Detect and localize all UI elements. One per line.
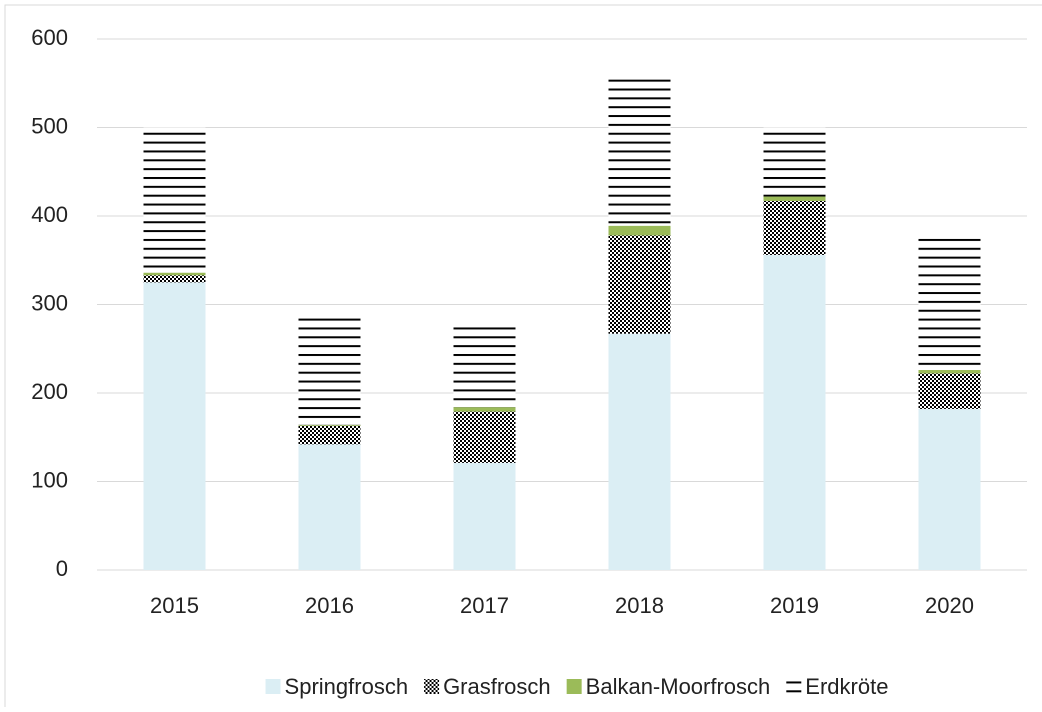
x-tick-label: 2016 <box>305 593 354 618</box>
bar-segment <box>918 373 981 409</box>
legend-swatch <box>265 679 281 694</box>
bar-segment <box>453 462 516 570</box>
bar-segment <box>298 425 361 445</box>
legend-label: Erdkröte <box>805 674 888 699</box>
bar-segment <box>608 75 671 226</box>
legend-swatch <box>424 679 440 694</box>
bar-segment <box>143 127 206 273</box>
legend-label: Grasfrosch <box>443 674 551 699</box>
legend-label: Balkan-Moorfrosch <box>586 674 771 699</box>
y-tick-label: 400 <box>31 202 68 227</box>
bar-segment <box>608 225 671 236</box>
bar-segment <box>143 272 206 276</box>
y-tick-label: 0 <box>56 556 68 581</box>
legend: Springfrosch Grasfrosch Balkan-Moorfrosch E… <box>265 674 888 699</box>
x-tick-label: 2017 <box>460 593 509 618</box>
x-tick-label: 2019 <box>770 593 819 618</box>
bar-segment <box>298 313 361 425</box>
x-tick-label: 2018 <box>615 593 664 618</box>
bar-segment <box>453 322 516 408</box>
y-tick-label: 100 <box>31 467 68 492</box>
bar-segment <box>608 235 671 334</box>
bar-segment <box>143 282 206 570</box>
bar-segment <box>453 407 516 412</box>
legend-label: Springfrosch <box>285 674 409 699</box>
bar-segment <box>918 238 981 370</box>
bar-segment <box>298 444 361 570</box>
bar-segment <box>143 275 206 283</box>
bar-segment <box>763 200 826 255</box>
bar-segment <box>918 408 981 570</box>
y-tick-label: 500 <box>31 113 68 138</box>
chart-border <box>4 4 1042 712</box>
bar-segment <box>918 369 981 374</box>
bar-segment <box>453 411 516 463</box>
legend-swatch <box>566 679 582 694</box>
legend-swatch <box>786 679 802 694</box>
y-tick-label: 200 <box>31 379 68 404</box>
bar-segment <box>763 254 826 570</box>
x-tick-label: 2020 <box>925 593 974 618</box>
bar-segment <box>763 196 826 201</box>
bar-segment <box>298 424 361 426</box>
bar-segment <box>608 333 671 570</box>
bar-segment <box>763 127 826 197</box>
x-tick-label: 2015 <box>150 593 199 618</box>
y-tick-label: 600 <box>31 25 68 50</box>
y-tick-label: 300 <box>31 290 68 315</box>
